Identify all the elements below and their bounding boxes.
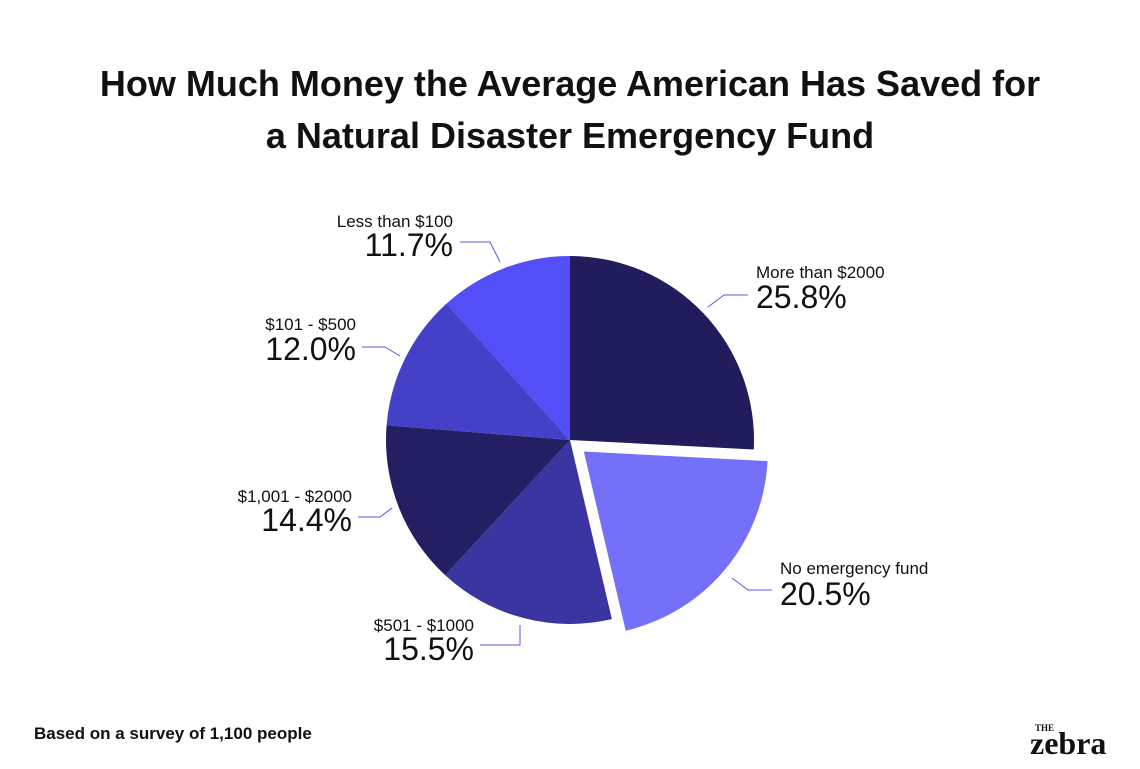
value-label: 12.0% xyxy=(265,331,356,367)
leader-line xyxy=(731,577,772,591)
pie-slice xyxy=(570,256,755,450)
pie-slice xyxy=(386,303,570,440)
slice-label: $1,001 - $2000 xyxy=(238,487,352,506)
leader-line xyxy=(480,625,521,646)
chart-title: How Much Money the Average American Has … xyxy=(100,63,1040,104)
note: Based on a survey of 1,100 people xyxy=(34,724,312,743)
pie-slice xyxy=(583,451,768,631)
leader-line xyxy=(707,294,748,308)
slice-label: Less than $100 xyxy=(337,212,453,231)
slice-label: No emergency fund xyxy=(780,559,928,578)
pie-slice xyxy=(445,440,612,625)
value-label: 25.8% xyxy=(756,279,847,315)
slice-label: More than $2000 xyxy=(756,263,885,282)
value-label: 15.5% xyxy=(383,631,474,667)
pie-slice xyxy=(446,256,570,440)
logo-top: THE xyxy=(1035,723,1054,733)
chart-title: a Natural Disaster Emergency Fund xyxy=(266,115,874,156)
leader-line xyxy=(358,507,393,518)
pie-slice xyxy=(386,425,570,576)
slice-label: $101 - $500 xyxy=(265,315,356,334)
value-label: 14.4% xyxy=(261,502,352,538)
value-label: 20.5% xyxy=(780,576,871,612)
leader-line xyxy=(460,241,501,263)
leader-line xyxy=(362,346,401,357)
value-label: 11.7% xyxy=(365,227,453,263)
slice-label: $501 - $1000 xyxy=(374,616,474,635)
logo: zebra xyxy=(1030,725,1106,761)
